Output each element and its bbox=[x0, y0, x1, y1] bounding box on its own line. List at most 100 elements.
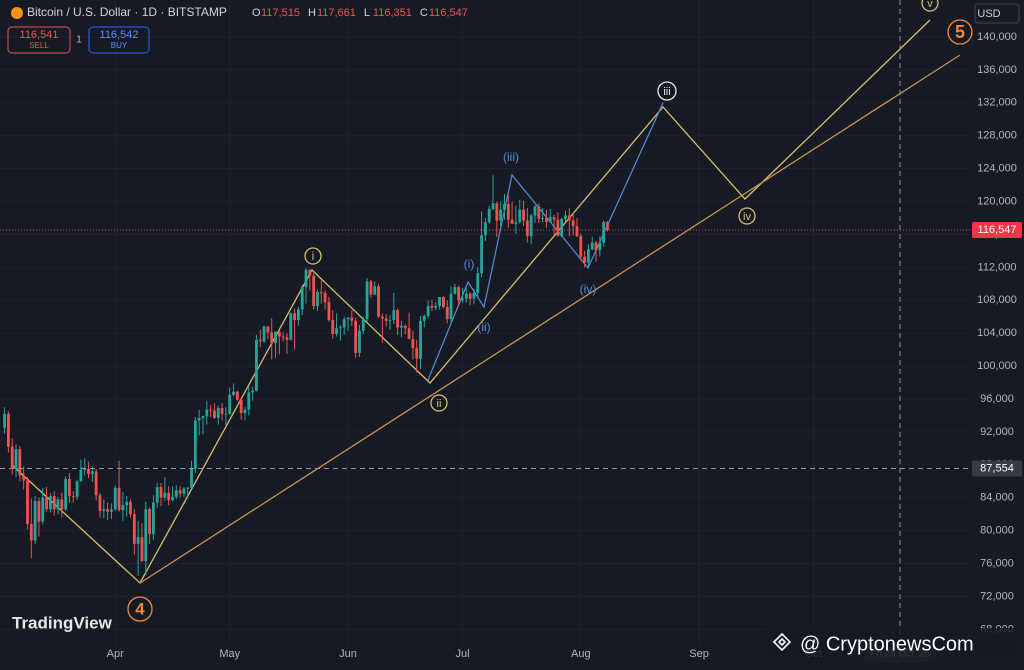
spread: 1 bbox=[76, 35, 82, 46]
candle-body bbox=[419, 320, 422, 359]
candle-body bbox=[606, 222, 609, 230]
candle-body bbox=[213, 410, 216, 418]
y-tick-label: 124,000 bbox=[977, 163, 1017, 175]
candle-body bbox=[487, 208, 491, 223]
candle-body bbox=[338, 327, 342, 329]
sub-wave-line bbox=[427, 102, 664, 381]
candle-body bbox=[594, 242, 598, 251]
candle-body bbox=[331, 320, 335, 335]
candle-body bbox=[68, 478, 71, 497]
candle-body bbox=[380, 316, 384, 319]
candle-body bbox=[117, 487, 121, 511]
candle-body bbox=[293, 313, 296, 321]
candle-body bbox=[541, 218, 545, 219]
candle-body bbox=[151, 502, 155, 534]
candle-body bbox=[262, 326, 266, 342]
candle-body bbox=[209, 409, 213, 411]
crosshair-price-box bbox=[972, 460, 1022, 477]
x-tick-label: Apr bbox=[107, 648, 124, 660]
sell-button[interactable] bbox=[7, 26, 71, 54]
candle-body bbox=[29, 524, 33, 541]
candle-body bbox=[514, 222, 518, 224]
trend-line bbox=[139, 54, 961, 584]
candle-body bbox=[342, 319, 346, 328]
candle-body bbox=[224, 413, 228, 415]
candle-body bbox=[403, 325, 407, 329]
candle-body bbox=[71, 496, 75, 497]
candle-body bbox=[457, 287, 461, 301]
y-tick-label: 100,000 bbox=[977, 360, 1017, 372]
candle-body bbox=[564, 215, 567, 219]
candle-body bbox=[159, 487, 163, 498]
candle-body bbox=[556, 219, 560, 237]
candle-body bbox=[129, 501, 132, 515]
candle-body bbox=[3, 413, 6, 428]
currency-box[interactable] bbox=[974, 3, 1020, 24]
candle-body bbox=[87, 468, 90, 474]
candle-body bbox=[289, 313, 293, 340]
y-tick-label: 84,000 bbox=[980, 492, 1014, 504]
last-price-label: 116,547 bbox=[978, 224, 1017, 236]
candle-body bbox=[266, 326, 270, 333]
wave-label: 5 bbox=[955, 22, 965, 42]
candle-body bbox=[60, 499, 64, 510]
ohlc-key: O bbox=[252, 7, 261, 19]
candle-body bbox=[48, 496, 52, 510]
candle-body bbox=[277, 331, 281, 337]
wave-label: iv bbox=[743, 211, 751, 223]
candle-body bbox=[407, 328, 411, 339]
candle-body bbox=[94, 471, 98, 496]
candles bbox=[3, 175, 609, 576]
ohlc-value: 116,351 bbox=[373, 7, 412, 19]
candle-body bbox=[190, 468, 193, 488]
candle-body bbox=[45, 497, 48, 510]
watermark: @ CryptonewsCom bbox=[800, 633, 974, 655]
candle-body bbox=[300, 287, 304, 310]
wave-label: (ii) bbox=[477, 320, 490, 334]
candle-body bbox=[323, 292, 327, 302]
wave-label: (iv) bbox=[580, 282, 597, 296]
candle-body bbox=[373, 286, 377, 295]
wave-label-circle bbox=[304, 247, 322, 265]
y-tick-label: 108,000 bbox=[977, 294, 1017, 306]
candle-body bbox=[327, 301, 331, 321]
candle-body bbox=[56, 499, 60, 510]
candle-body bbox=[125, 501, 129, 506]
candle-body bbox=[285, 337, 289, 340]
candle-body bbox=[228, 394, 232, 414]
candle-body bbox=[171, 496, 174, 501]
candle-body bbox=[182, 488, 186, 494]
candle-body bbox=[533, 206, 537, 216]
candle-body bbox=[499, 209, 503, 221]
candle-body bbox=[18, 449, 22, 476]
candle-body bbox=[98, 495, 102, 511]
candle-body bbox=[438, 296, 441, 307]
candle-body bbox=[197, 417, 201, 421]
candle-body bbox=[22, 475, 26, 481]
buy-button[interactable] bbox=[88, 26, 150, 54]
candle-body bbox=[201, 416, 205, 418]
candle-body bbox=[110, 509, 113, 512]
candle-body bbox=[430, 306, 434, 308]
candle-body bbox=[10, 446, 14, 469]
candle-body bbox=[297, 309, 300, 321]
candle-body bbox=[193, 420, 197, 469]
candle-body bbox=[232, 391, 235, 395]
y-tick-label: 72,000 bbox=[980, 590, 1014, 602]
candle-body bbox=[434, 306, 438, 308]
candle-body bbox=[598, 242, 602, 251]
watermark-icon bbox=[772, 632, 792, 652]
candle-body bbox=[186, 487, 190, 489]
wave-label-circle bbox=[947, 19, 973, 45]
wave-label-circle bbox=[127, 596, 153, 622]
candle-body bbox=[243, 409, 247, 413]
candle-body bbox=[113, 487, 117, 510]
candle-body bbox=[346, 317, 350, 320]
wave-label: v bbox=[927, 0, 933, 10]
candle-body bbox=[163, 492, 167, 498]
candle-body bbox=[220, 408, 224, 414]
candle-body bbox=[442, 296, 445, 307]
candle-body bbox=[411, 338, 415, 349]
candle-body bbox=[148, 509, 151, 534]
